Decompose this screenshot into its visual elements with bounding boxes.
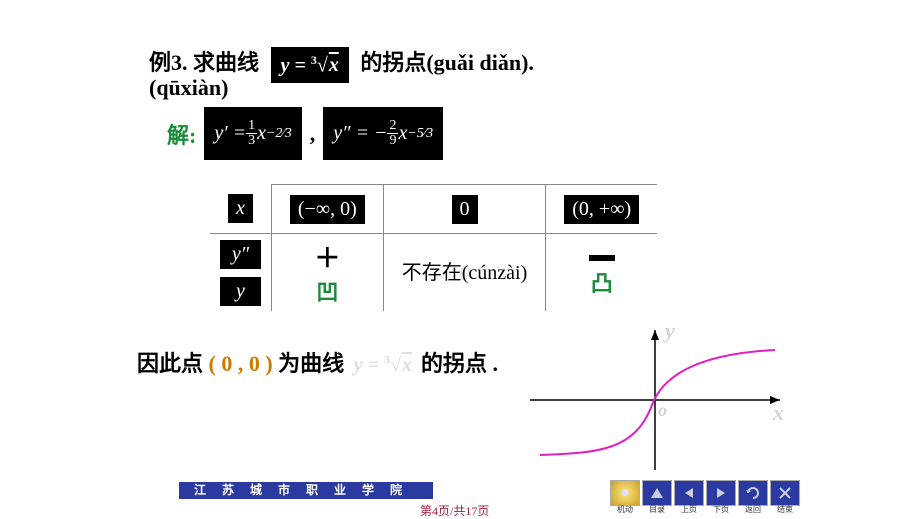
th-x: x	[228, 194, 253, 223]
institution-bar: 江苏城市职业学院	[179, 482, 433, 499]
faded-equation: y = 3√x	[350, 354, 421, 376]
svg-text:x: x	[772, 400, 784, 425]
col-zero: 0	[452, 195, 478, 224]
example-verb: 求曲线	[193, 50, 259, 75]
nav-label-1: 目录	[642, 504, 672, 515]
equation-box: y = 3√x	[271, 47, 349, 84]
first-derivative: y′ = 13 x−2∕3	[204, 107, 301, 160]
nav-label-2: 上页	[674, 504, 704, 515]
page-indicator: 第4页/共17页	[420, 502, 489, 519]
example-label: 例3.	[149, 50, 188, 75]
th-y2: y″	[220, 240, 261, 269]
nav-return-button[interactable]	[738, 480, 768, 506]
svg-text:o: o	[658, 400, 667, 420]
cube-root-graph: y x o	[530, 320, 790, 480]
conclusion-pre: 因此点	[137, 351, 203, 376]
nav-toc-button[interactable]	[642, 480, 672, 506]
nav-label-3: 下页	[706, 504, 736, 515]
analysis-table: x (−∞, 0) 0 (0, +∞) y″ y ＋ 凹 0 不存	[210, 184, 657, 311]
nav-end-button[interactable]	[770, 480, 800, 506]
inflection-point: ( 0 , 0 )	[209, 351, 279, 376]
concave-label: 凹	[290, 275, 365, 307]
nav-next-button[interactable]	[706, 480, 736, 506]
nav-label-4: 返回	[738, 504, 768, 515]
conclusion-tail: 的拐点 .	[421, 351, 498, 376]
no-exist: 不存在(cúnzài)	[402, 261, 528, 285]
col-pos: (0, +∞)	[564, 195, 639, 224]
solution-label: 解:	[167, 118, 196, 150]
nav-prev-button[interactable]	[674, 480, 704, 506]
col-neg: (−∞, 0)	[290, 195, 365, 224]
nav-auto-button[interactable]: ●	[610, 480, 640, 506]
example-tail: 的拐点(guǎi diǎn).	[360, 50, 534, 75]
nav-label-5: 结束	[770, 504, 800, 515]
sign-minus	[564, 248, 639, 266]
conclusion-mid: 为曲线	[278, 351, 344, 376]
pinyin-label: (qūxiàn)	[149, 75, 228, 101]
sign-plus: ＋	[290, 238, 365, 275]
nav-button-bar: ●	[610, 480, 800, 506]
second-derivative: y″ = −29 x−5∕3	[323, 107, 443, 160]
th-y: y	[220, 277, 261, 306]
svg-text:y: y	[662, 318, 675, 343]
convex-label: 凸	[564, 266, 639, 298]
nav-label-0: 机动	[610, 504, 640, 515]
